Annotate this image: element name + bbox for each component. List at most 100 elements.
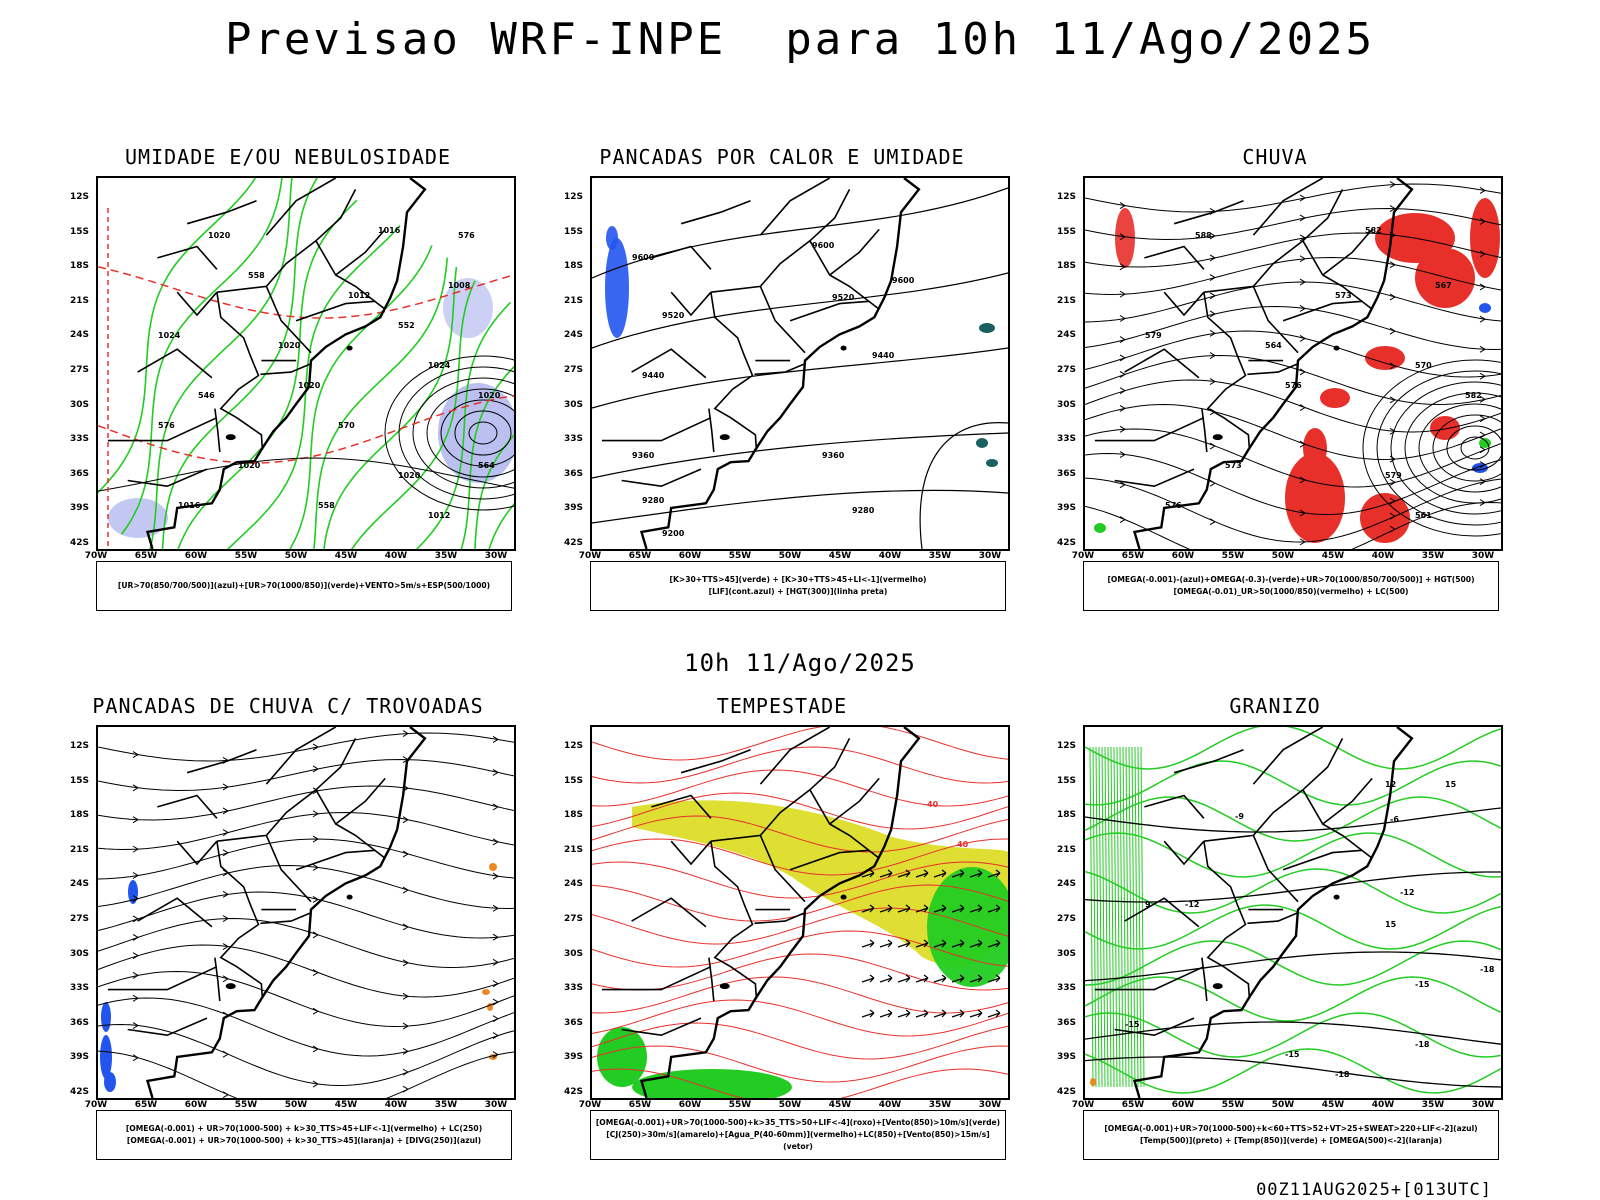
wind-vector <box>915 904 929 913</box>
streamline <box>1085 207 1501 241</box>
wind-vector <box>897 869 911 878</box>
contour-label: 15 <box>1445 780 1457 789</box>
contour-label: 9600 <box>632 253 655 262</box>
lat-tick-label: 24S <box>69 879 89 890</box>
streamline-arrow <box>132 1054 139 1062</box>
lon-tick-label: 55W <box>1221 551 1245 561</box>
temp850-contour-green <box>1116 746 1121 1088</box>
lat-tick-label: 42S <box>69 1087 89 1097</box>
state-border <box>1247 912 1298 925</box>
streamline-arrow <box>132 895 139 903</box>
lon-tick-label: 40W <box>384 551 408 561</box>
contour-label: 9440 <box>872 351 895 360</box>
lon-tick-label: 70W <box>578 551 602 561</box>
state-border <box>1203 738 1344 842</box>
lon-tick-label: 30W <box>978 551 1002 561</box>
lat-tick-label: 33S <box>69 434 89 445</box>
streamline-arrow <box>222 1091 229 1098</box>
streamline-arrow <box>492 958 499 966</box>
contour-label: -15 <box>1285 1050 1300 1059</box>
contour-label: 9360 <box>632 451 655 460</box>
lon-tick-label: 55W <box>1221 1100 1245 1110</box>
state-border <box>708 957 715 1002</box>
vortex-ring <box>1460 436 1490 460</box>
contour-label: 576 <box>458 231 475 240</box>
streamline-arrow <box>492 768 499 776</box>
streamline-arrow <box>1389 205 1396 213</box>
streamline-arrow <box>1389 261 1396 269</box>
streamline-arrow <box>1389 497 1396 505</box>
wind-vector <box>951 869 965 878</box>
streamline-arrow <box>1209 292 1216 300</box>
lat-tick-label: 30S <box>1056 399 1076 410</box>
state-border <box>1201 408 1208 453</box>
streamline <box>1085 477 1501 543</box>
streamline-arrow <box>1389 293 1396 301</box>
lc850-streamline-red <box>592 838 1008 876</box>
wind-vector <box>933 974 947 983</box>
lat-tick-label: 21S <box>69 844 89 855</box>
streamline-arrow <box>1119 233 1126 241</box>
streamline-arrow <box>1209 378 1216 385</box>
lat-tick-label: 21S <box>69 295 89 306</box>
lat-tick-label: 24S <box>1056 330 1076 341</box>
map-trovoadas <box>96 725 516 1100</box>
wind-vector <box>861 869 875 878</box>
lat-tick-label: 33S <box>563 434 583 445</box>
coastline-east <box>639 727 921 1098</box>
wind-vector <box>879 904 893 913</box>
contour-label: 40 <box>927 800 939 809</box>
contour-label: 570 <box>1415 361 1432 370</box>
temp500-contour-black <box>1085 1056 1501 1088</box>
streamline-arrow <box>1389 478 1396 486</box>
lon-tick-label: 65W <box>628 551 652 561</box>
lat-tick-label: 39S <box>1056 1052 1076 1063</box>
state-border <box>216 841 264 999</box>
divg-fill-blue <box>100 1035 112 1079</box>
lon-tick-label: 65W <box>628 1100 652 1110</box>
contour-label: 15 <box>1385 920 1397 929</box>
streamline-arrow <box>1479 250 1486 258</box>
streamline-arrow <box>492 838 499 846</box>
contour-label: 1020 <box>278 341 301 350</box>
lif-contour-blue <box>605 238 629 338</box>
lc850-streamline-red <box>592 953 1008 991</box>
vortex-ring <box>1446 425 1501 471</box>
wind-vector <box>951 904 965 913</box>
rain-fill-red <box>1430 416 1460 440</box>
state-border <box>1282 849 1363 871</box>
contour-label: 1024 <box>428 361 451 370</box>
lon-tick-label: 60W <box>184 551 208 561</box>
state-border <box>1322 228 1373 276</box>
lat-tick-label: 33S <box>1056 434 1076 445</box>
streamline-arrow <box>1299 255 1306 263</box>
lat-tick-label: 30S <box>563 399 583 410</box>
streamline-arrow <box>1209 442 1216 450</box>
state-border <box>710 738 851 842</box>
lon-tick-label: 35W <box>1421 551 1445 561</box>
wind-vector <box>951 974 965 983</box>
state-border <box>260 912 311 925</box>
lat-tick-label: 36S <box>1056 1017 1076 1028</box>
wind-vector <box>897 904 911 913</box>
lat-tick-label: 18S <box>563 261 583 272</box>
contour-label: 12 <box>1385 780 1396 789</box>
lif-contour-blue <box>606 226 618 250</box>
streamline-arrow <box>132 751 139 759</box>
legend-box: [OMEGA(-0.001)+UR>70(1000-500)+k<60+TTS>… <box>1083 1110 1499 1160</box>
lat-tick-label: 27S <box>563 914 583 924</box>
streamline-arrow <box>402 1068 409 1076</box>
lon-tick-label: 30W <box>978 1100 1002 1110</box>
lc850-streamline-red <box>592 769 1008 807</box>
streamline-arrow <box>402 816 409 824</box>
streamline-arrow <box>1299 404 1306 411</box>
vortex-ring <box>398 366 514 500</box>
temp850-contour-green <box>1085 832 1501 878</box>
wind-vector <box>861 974 875 983</box>
streamline <box>98 838 514 880</box>
state-border <box>1094 965 1205 991</box>
lc850-streamline-red <box>592 907 1008 945</box>
wind-vector <box>969 869 983 878</box>
streamline-arrow <box>312 931 319 939</box>
streamline-arrow <box>402 1047 409 1055</box>
